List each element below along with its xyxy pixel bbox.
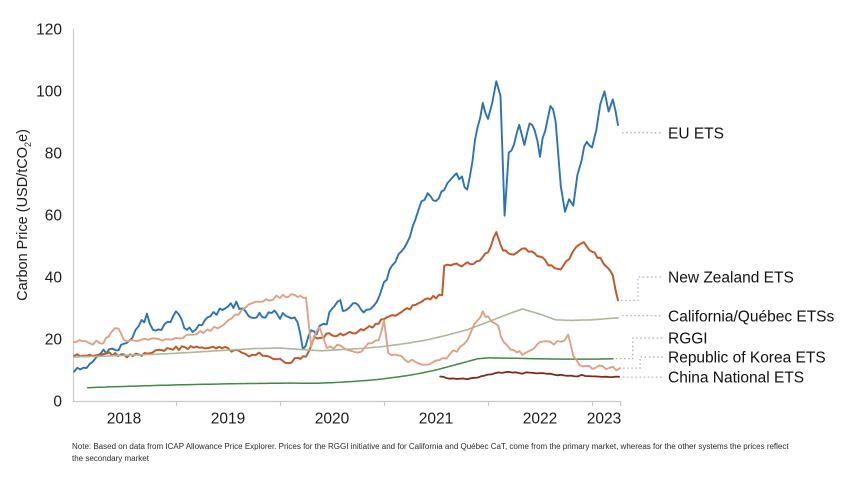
legend-connector-republic-of-korea-ets: [623, 356, 663, 369]
series-line-china-national-ets: [439, 370, 620, 381]
legend-connector-new-zealand-ets: [621, 276, 663, 301]
x-tick-label: 2022: [523, 411, 557, 428]
x-tick-label: 2020: [315, 411, 350, 428]
legend-label-republic-of-korea-ets: Republic of Korea ETS: [668, 349, 826, 366]
series-line-eu-ets: [73, 80, 619, 373]
y-axis-title-suffix: e): [15, 129, 32, 142]
source-note-line2: the secondary market: [72, 453, 149, 463]
y-axis-title-subscript: 2: [22, 142, 33, 147]
y-tick-label: 20: [45, 332, 63, 349]
series-line-republic-of-korea-ets: [73, 293, 622, 372]
axis-lines: [72, 29, 621, 403]
series-line-california-qu-bec-etss: [73, 308, 619, 358]
y-tick-label: 60: [45, 208, 63, 225]
y-tick-label: 120: [36, 22, 62, 39]
legend-label-new-zealand-ets: New Zealand ETS: [668, 270, 794, 287]
x-tick-label: 2023: [587, 411, 621, 428]
y-axis-title-text: Carbon Price (USD/tCO: [15, 147, 32, 301]
legend-label-china-national-ets: China National ETS: [668, 370, 804, 387]
series-line-rggi: [86, 357, 614, 389]
y-tick-label: 0: [53, 394, 62, 411]
y-axis-title: Carbon Price (USD/tCO2e): [15, 129, 33, 301]
y-tick-label: 40: [45, 270, 63, 287]
x-tick-label: 2021: [419, 411, 453, 428]
x-tick-label: 2019: [211, 411, 245, 428]
y-tick-label: 80: [45, 146, 63, 163]
legend-connector-rggi: [615, 337, 663, 360]
legend-label-eu-ets: EU ETS: [668, 125, 724, 142]
x-tick-label: 2018: [107, 411, 141, 428]
source-note: Note: Based on data from ICAP Allowance …: [72, 441, 858, 464]
legend-label-california-qu-bec-etss: California/Québec ETSs: [668, 308, 835, 325]
legend-label-rggi: RGGI: [668, 331, 708, 348]
series-line-new-zealand-ets: [73, 231, 619, 365]
source-note-line1: Note: Based on data from ICAP Allowance …: [72, 442, 789, 451]
y-tick-label: 100: [36, 84, 62, 101]
